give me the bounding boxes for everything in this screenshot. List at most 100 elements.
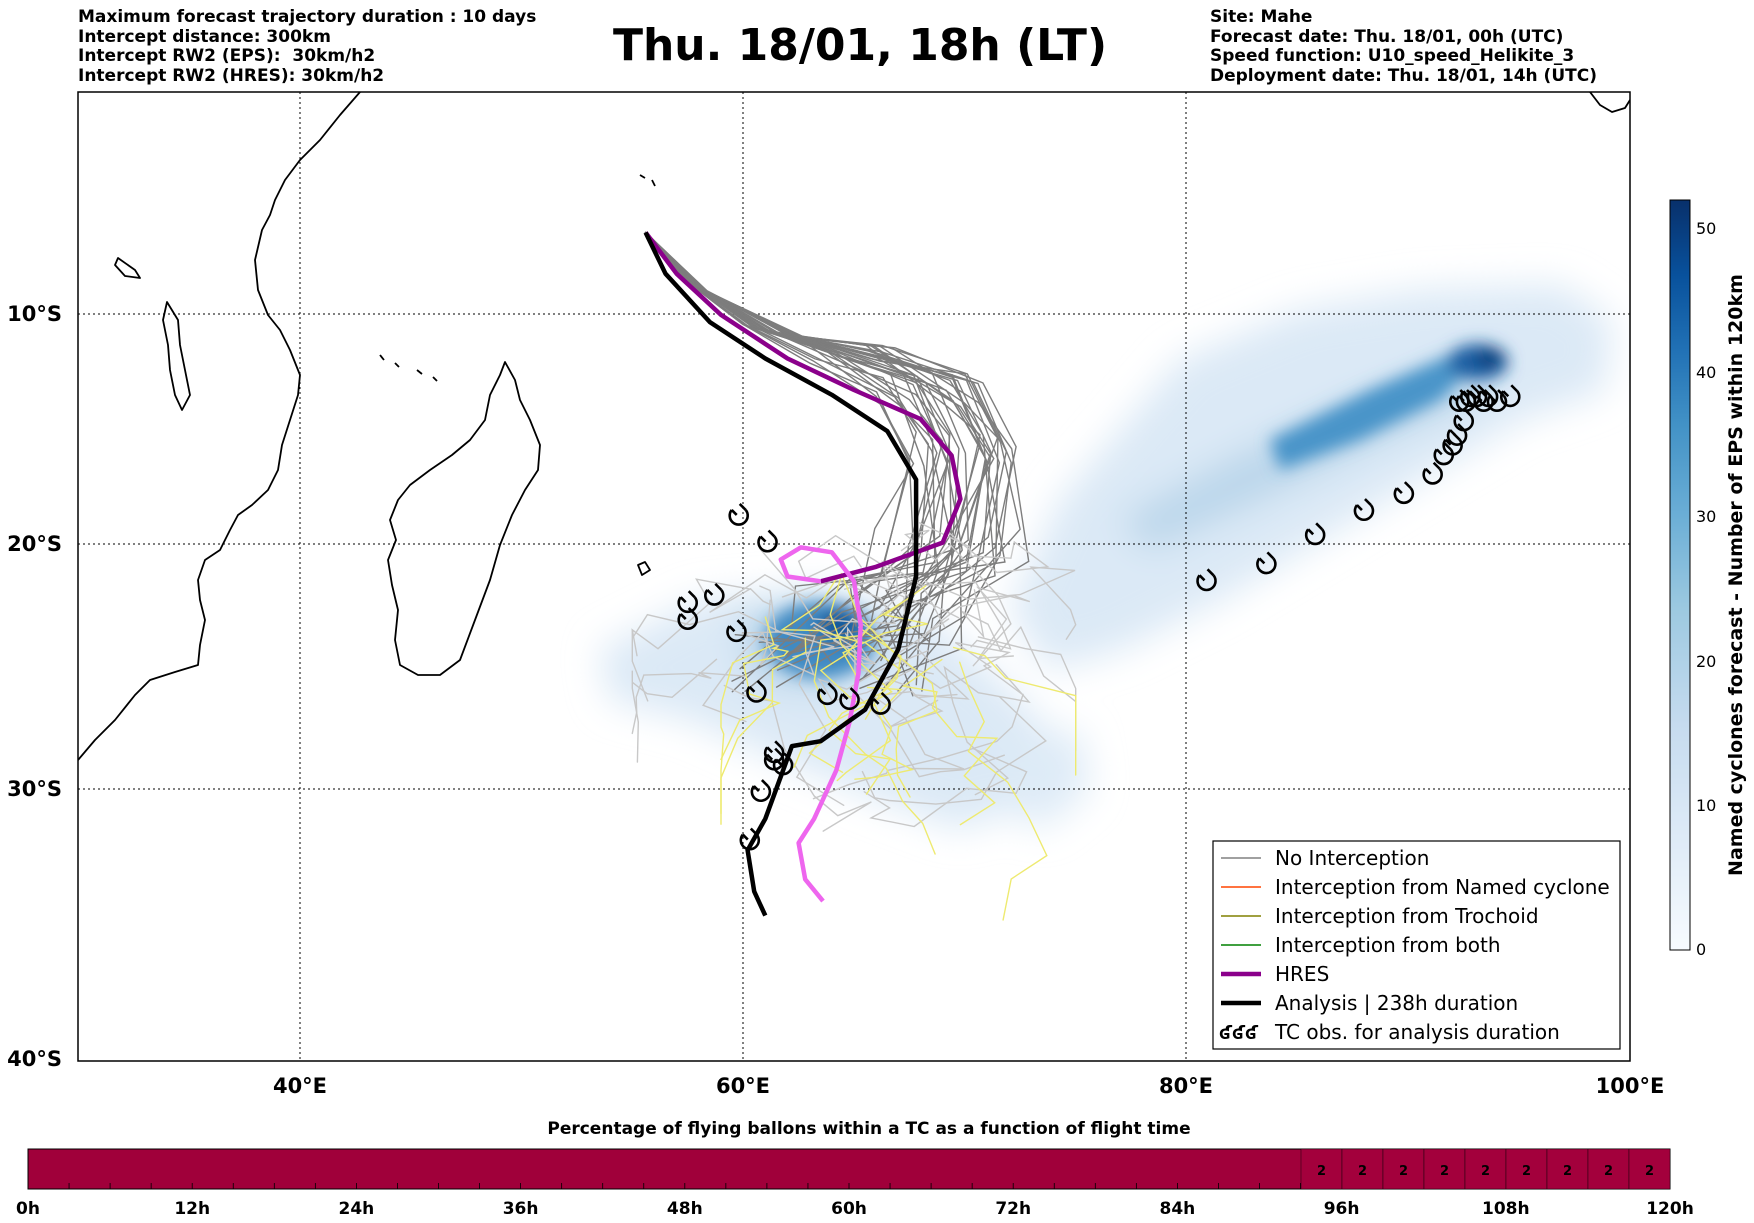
colorbar-label: Named cyclones forecast - Number of EPS …: [1725, 274, 1747, 876]
ensemble-member-track: [889, 639, 970, 728]
flight-time-cell: [1505, 1148, 1548, 1190]
lat-tick-10s: 10°S: [7, 302, 62, 326]
ensemble-member-track: [759, 585, 845, 806]
colorbar-tick-20: 20: [1696, 652, 1716, 671]
flight-time-cell: [1628, 1148, 1671, 1190]
header-speed-function: Speed function: U10_speed_Helikite_3: [1210, 46, 1575, 66]
flight-time-tick-label: 24h: [339, 1199, 375, 1219]
flight-time-bar: Percentage of flying ballons within a TC…: [16, 1119, 1694, 1219]
trochoid-interception-track: [901, 658, 999, 826]
lat-tick-20s: 20°S: [7, 532, 62, 556]
lat-tick-30s: 30°S: [7, 777, 62, 801]
header-right: Site: Mahe Forecast date: Thu. 18/01, 00…: [1210, 7, 1597, 86]
colorbar-tick-50: 50: [1696, 219, 1716, 238]
legend-label-analysis: Analysis | 238h duration: [1275, 991, 1518, 1015]
flight-time-cell-value: 2: [1522, 1164, 1531, 1179]
legend-item-no-interception: No Interception: [1221, 846, 1429, 870]
zanzibar-coastline: [162, 301, 191, 411]
colorbar-ticks: 0 10 20 30 40 50: [1696, 219, 1716, 959]
flight-time-tick-label: 108h: [1482, 1199, 1530, 1219]
colorbar: 0 10 20 30 40 50 Named cyclones forecast…: [1669, 199, 1747, 959]
flight-time-cell: [1546, 1148, 1589, 1190]
ensemble-member-track: [861, 696, 1047, 805]
tc-obs-symbol: [1304, 522, 1326, 546]
flight-time-cell: [1423, 1148, 1466, 1190]
mascarene-coastline: [637, 561, 651, 576]
flight-time-tick-label: 60h: [831, 1199, 867, 1219]
header-deployment-date: Deployment date: Thu. 18/01, 14h (UTC): [1210, 65, 1597, 86]
flight-time-tick-label: 36h: [503, 1199, 539, 1219]
tc-obs-symbol: [728, 503, 749, 526]
map-panel: 40°E 60°E 80°E 100°E 10°S 20°S 30°S 40°S…: [7, 91, 1664, 1098]
ensemble-member-track: [925, 586, 1031, 660]
header-forecast-date: Forecast date: Thu. 18/01, 00h (UTC): [1210, 26, 1564, 47]
hres-pink-track: [778, 545, 863, 903]
flight-time-tick-label: 120h: [1646, 1199, 1694, 1219]
ensemble-member-track: [919, 522, 1050, 574]
tc-symbol-icon: ʛʛʛ: [1219, 1022, 1259, 1044]
ensemble-member-track: [961, 589, 1077, 703]
pemba-coastline: [114, 257, 141, 279]
tc-obs-symbol: [739, 827, 761, 851]
header-intercept-hres: Intercept RW2 (HRES): 30km/h2: [78, 65, 385, 86]
legend-frame: [1212, 840, 1621, 1050]
tc-obs-symbol: [704, 582, 725, 606]
comoros-coastline: [379, 354, 438, 382]
tc-obs-symbol: [677, 590, 698, 614]
flight-time-tick-label: 12h: [174, 1199, 210, 1219]
tc-obs-symbol: [1473, 389, 1494, 412]
madagascar-coastline: [387, 361, 541, 676]
flight-time-tick-label: 0h: [16, 1199, 40, 1219]
colorbar-tick-30: 30: [1696, 507, 1716, 526]
legend-label-both: Interception from both: [1275, 933, 1501, 957]
header-intercept-distance: Intercept distance: 300km: [78, 26, 331, 47]
ensemble-tracks: [631, 231, 1077, 921]
flight-time-tick-label: 48h: [667, 1199, 703, 1219]
africa-coastline: [78, 92, 361, 761]
trochoid-interception-track: [959, 661, 1048, 921]
analysis-track: [643, 231, 919, 917]
tc-obs-symbol: [746, 679, 767, 703]
flight-time-bar-title: Percentage of flying ballons within a TC…: [547, 1119, 1190, 1139]
ensemble-member-track: [810, 617, 886, 665]
ensemble-member-track: [631, 672, 746, 735]
flight-time-cell: [1300, 1148, 1343, 1190]
flight-time-cell: [1464, 1148, 1507, 1190]
legend-item-tc-obs: ʛʛʛ TC obs. for analysis duration: [1219, 1020, 1560, 1044]
flight-time-cell-value: 2: [1358, 1164, 1367, 1179]
tc-obs-symbol: [1196, 568, 1217, 592]
ensemble-member-track: [863, 747, 1028, 828]
tc-obs-symbol: [1422, 461, 1443, 485]
tc-obs-symbol: [870, 691, 891, 715]
tc-obs-symbol: [817, 682, 838, 706]
main-title: Thu. 18/01, 18h (LT): [612, 20, 1108, 71]
ensemble-member-track: [741, 599, 835, 666]
lon-tick-60e: 60°E: [716, 1074, 770, 1098]
flight-time-tick-label: 72h: [995, 1199, 1031, 1219]
lat-tick-40s: 40°S: [7, 1047, 62, 1071]
lon-tick-80e: 80°E: [1159, 1074, 1213, 1098]
ensemble-member-track: [644, 231, 911, 688]
header-site: Site: Mahe: [1210, 7, 1313, 27]
tc-obs-symbol: [763, 740, 785, 764]
ensemble-member-track: [813, 626, 1005, 778]
graticule: [78, 92, 1630, 1061]
map-frame: [77, 91, 1631, 1062]
colorbar-tick-10: 10: [1696, 796, 1716, 815]
colorbar-tick-0: 0: [1696, 940, 1706, 959]
legend-label-tc-obs: TC obs. for analysis duration: [1274, 1020, 1560, 1044]
colorbar-tick-40: 40: [1696, 363, 1716, 382]
ensemble-member-track: [631, 578, 771, 657]
seychelles-coastline: [639, 174, 656, 187]
tc-observations: [677, 384, 1521, 851]
legend-item-analysis: Analysis | 238h duration: [1221, 991, 1518, 1015]
flight-time-tick-label: 84h: [1160, 1199, 1196, 1219]
ensemble-member-track: [631, 610, 782, 702]
trochoid-interception-track: [952, 646, 1077, 776]
flight-time-cell: [1341, 1148, 1384, 1190]
ensemble-member-track: [881, 560, 1012, 650]
flight-time-cell: [1587, 1148, 1630, 1190]
legend-label-trochoid: Interception from Trochoid: [1275, 904, 1539, 928]
ensemble-member-track: [709, 573, 906, 616]
trochoid-interception-track: [828, 626, 902, 795]
